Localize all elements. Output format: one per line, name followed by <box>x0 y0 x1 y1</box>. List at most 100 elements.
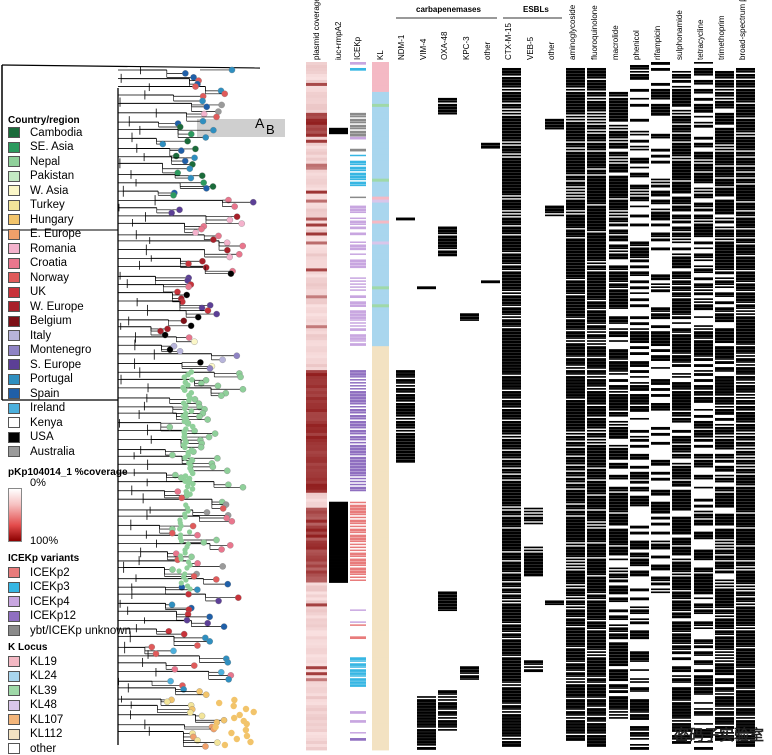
tree-tip-dot <box>206 613 213 621</box>
resistance-cell-oxa <box>438 244 457 248</box>
kl-cell <box>372 696 389 700</box>
resistance-cell-ctx <box>502 678 521 682</box>
resistance-cell-broad <box>736 388 755 391</box>
resistance-cell-macrolide <box>609 178 628 182</box>
tree-tip-dot <box>187 174 195 182</box>
resistance-cell-amino <box>566 262 585 266</box>
resistance-cell-amino <box>566 340 585 342</box>
resistance-cell-tetra <box>694 549 713 553</box>
resistance-cell-fluoro <box>587 139 606 142</box>
resistance-cell-amino <box>566 705 585 708</box>
resistance-cell-ctx <box>502 438 521 442</box>
resistance-cell-macrolide <box>609 97 628 101</box>
resistance-cell-oxa <box>438 711 457 714</box>
column-header-broad: broad-spectrum β-lactamase <box>738 0 747 60</box>
resistance-cell-ctx <box>502 127 521 131</box>
resistance-cell-fluoro <box>587 361 606 364</box>
iuc-cell <box>329 549 348 553</box>
tree-tip-dot <box>231 203 238 210</box>
resistance-cell-trimeth <box>715 501 734 505</box>
resistance-cell-tetra <box>694 588 713 592</box>
kl-cell <box>372 337 389 341</box>
resistance-cell-phenicol <box>630 540 649 544</box>
kl-cell <box>372 741 389 745</box>
resistance-cell-broad <box>736 525 755 528</box>
coverage-cell <box>306 672 327 676</box>
resistance-cell-ctx <box>502 594 521 598</box>
kl-cell <box>372 406 389 410</box>
resistance-cell-macrolide <box>609 127 628 130</box>
clade-label-a: A <box>255 115 265 131</box>
tree-tip-dot <box>161 331 169 339</box>
resistance-cell-ctx <box>502 250 521 253</box>
resistance-cell-ctx <box>502 91 521 95</box>
tree-tip-dot <box>221 90 228 98</box>
resistance-cell-trimeth <box>715 346 734 350</box>
tree-tip-dot <box>183 291 190 299</box>
resistance-cell-sulph <box>672 558 691 561</box>
resistance-cell-amino <box>566 546 585 550</box>
resistance-cell-tetra <box>694 585 713 589</box>
resistance-cell-fluoro <box>587 199 606 203</box>
resistance-cell-fluoro <box>587 73 606 77</box>
resistance-cell-ndm <box>396 408 415 412</box>
resistance-cell-trimeth <box>715 121 734 125</box>
icekp-cell <box>350 477 366 480</box>
kl-cell <box>372 432 389 437</box>
resistance-cell-tetra <box>694 394 713 396</box>
resistance-cell-macrolide <box>609 585 628 589</box>
country-swatch <box>8 257 20 269</box>
resistance-cell-amino <box>566 316 585 318</box>
resistance-cell-phenicol <box>630 280 649 284</box>
kl-cell <box>372 693 389 697</box>
resistance-cell-ctx <box>502 516 521 520</box>
resistance-cell-tetra <box>694 253 713 257</box>
resistance-cell-fluoro <box>587 417 606 421</box>
kl-cell <box>372 627 389 631</box>
resistance-cell-sulph <box>672 400 691 403</box>
resistance-cell-ctx <box>502 67 521 71</box>
klocus-swatch <box>8 743 20 754</box>
resistance-cell-sulph <box>672 561 691 565</box>
resistance-cell-tetra <box>694 235 713 238</box>
resistance-cell-broad <box>736 648 755 652</box>
coverage-cell <box>306 238 327 242</box>
highlight-box <box>197 119 285 137</box>
resistance-cell-sulph <box>672 726 691 729</box>
coverage-cell <box>306 627 327 631</box>
resistance-cell-amino <box>566 133 585 137</box>
resistance-cell-tetra <box>694 70 713 74</box>
resistance-cell-fluoro <box>587 447 606 451</box>
resistance-cell-fluoro <box>587 489 606 493</box>
kl-cell <box>372 163 389 168</box>
resistance-cell-sulph <box>672 217 691 220</box>
resistance-cell-trimeth <box>715 232 734 236</box>
tree-tip-dot <box>181 157 189 165</box>
resistance-cell-trimeth <box>715 334 734 338</box>
resistance-cell-tetra <box>694 142 713 146</box>
resistance-cell-phenicol <box>630 205 649 208</box>
resistance-cell-tetra <box>694 462 713 466</box>
resistance-cell-broad <box>736 531 755 535</box>
resistance-cell-macrolide <box>609 510 628 513</box>
resistance-cell-broad <box>736 636 755 640</box>
resistance-cell-broad <box>736 741 755 744</box>
resistance-cell-trimeth <box>715 594 734 598</box>
tree-tip-dot <box>214 382 222 390</box>
resistance-cell-macrolide <box>609 699 628 702</box>
resistance-cell-sulph <box>672 94 691 98</box>
resistance-cell-trimeth <box>715 600 734 604</box>
resistance-cell-amino <box>566 295 585 299</box>
resistance-cell-oxa <box>438 97 457 101</box>
kl-cell <box>372 639 389 643</box>
icekp-cell <box>350 406 366 408</box>
resistance-cell-phenicol <box>630 543 649 547</box>
coverage-cell <box>306 184 327 189</box>
resistance-cell-fluoro <box>587 462 606 466</box>
kl-cell <box>372 184 389 189</box>
resistance-cell-phenicol <box>630 346 649 350</box>
resistance-cell-fluoro <box>587 471 606 475</box>
tree-tip-dot <box>225 676 232 683</box>
coverage-cell <box>306 352 327 356</box>
resistance-cell-macrolide <box>609 304 628 308</box>
